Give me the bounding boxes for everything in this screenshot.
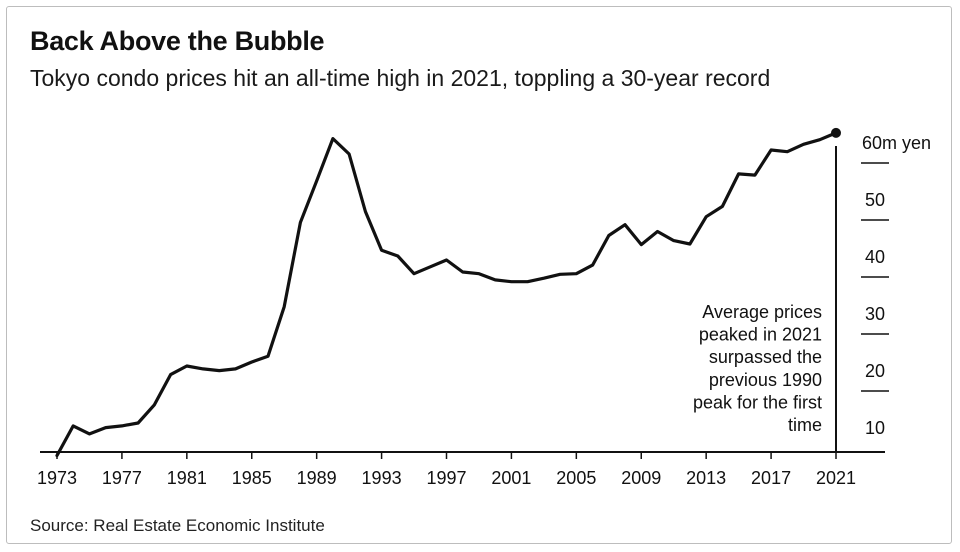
x-tick-label: 2017 xyxy=(751,468,791,488)
annotation-line: peak for the first xyxy=(693,392,822,412)
x-tick-label: 1997 xyxy=(426,468,466,488)
price-line xyxy=(55,131,838,458)
x-tick-label: 1973 xyxy=(37,468,77,488)
x-tick-label: 1985 xyxy=(232,468,272,488)
end-point-marker xyxy=(831,127,841,138)
x-axis-ticks: 1973 1977 1981 1985 1989 1993 1997 2001 2005 2009… xyxy=(37,452,856,488)
chart-subtitle: Tokyo condo prices hit an all-time high … xyxy=(30,65,771,91)
y-axis-ticks: 60m yen 50 40 30 20 10 xyxy=(861,133,931,438)
annotation-line: time xyxy=(788,415,822,435)
x-tick-label: 2005 xyxy=(556,468,596,488)
x-tick-label: 2009 xyxy=(621,468,661,488)
annotation-line: surpassed the xyxy=(709,347,822,367)
chart-title: Back Above the Bubble xyxy=(30,26,325,56)
x-tick-label: 1981 xyxy=(167,468,207,488)
x-tick-label: 1993 xyxy=(362,468,402,488)
y-tick-label: 10 xyxy=(865,418,885,438)
y-tick-label: 30 xyxy=(865,304,885,324)
annotation-line: previous 1990 xyxy=(709,370,822,390)
x-tick-label: 2013 xyxy=(686,468,726,488)
y-tick-label: 60m yen xyxy=(862,133,931,153)
y-tick-label: 40 xyxy=(865,247,885,267)
annotation-line: peaked in 2021 xyxy=(699,325,822,345)
x-tick-label: 2021 xyxy=(816,468,856,488)
y-tick-label: 20 xyxy=(865,361,885,381)
x-tick-label: 2001 xyxy=(491,468,531,488)
source-note: Source: Real Estate Economic Institute xyxy=(30,516,325,535)
y-tick-label: 50 xyxy=(865,190,885,210)
chart-frame xyxy=(6,6,952,544)
annotation-line: Average prices xyxy=(702,302,822,322)
x-tick-label: 1977 xyxy=(102,468,142,488)
x-tick-label: 1989 xyxy=(297,468,337,488)
